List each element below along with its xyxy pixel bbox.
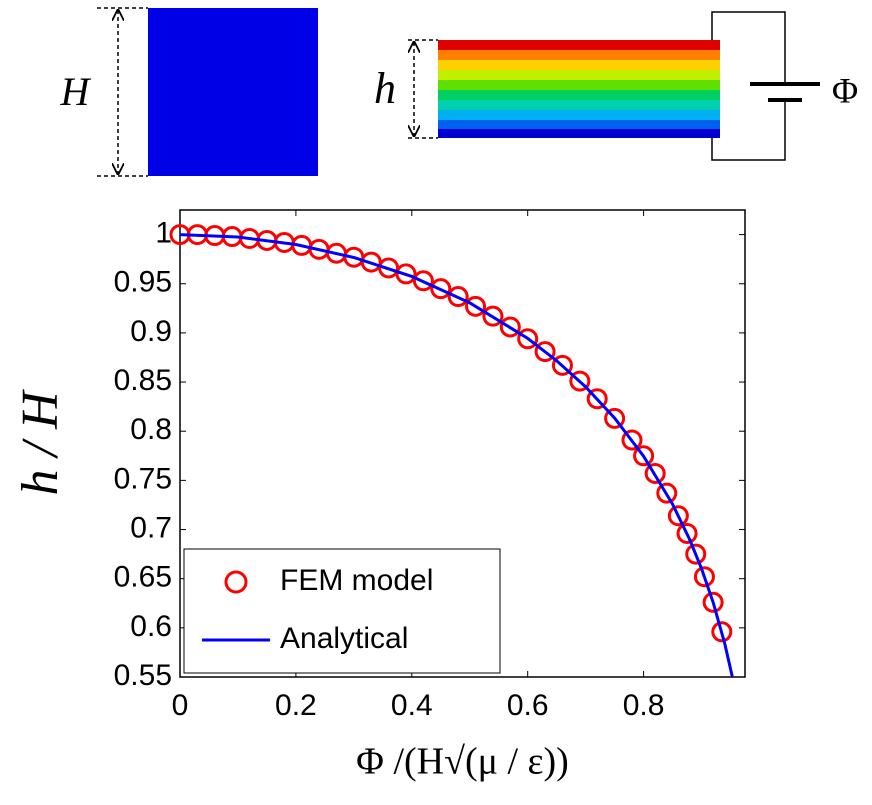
data-line [179,233,734,677]
data-point [702,591,724,613]
data-point [586,388,608,410]
wire [711,100,786,161]
data-point [604,407,626,429]
legend-label: Analytical [280,622,408,655]
voltage-label: Φ [832,70,858,110]
x-axis-label: Φ /(H√(μ / ε)) [356,741,569,783]
undeformed-schematic: H [60,7,318,177]
undeformed-block [148,8,318,176]
chart: 0 0.2 0.4 0.6 0.8 0.55 0.6 0.65 0.7 0.75 0.8 0.85 0.… [12,209,746,783]
data-point [395,263,417,285]
data-point [711,621,733,643]
field-band [438,70,720,80]
data-point [644,462,666,484]
deformed-schematic: h Φ [374,11,858,161]
x-tick-label: 0.2 [275,689,317,722]
field-band [438,100,720,110]
x-tick-label: 0.6 [507,689,549,722]
field-band [438,40,720,50]
data-point [482,305,504,327]
data-point [667,505,689,527]
data-point [499,316,521,338]
data-point [465,295,487,317]
y-tick-label: 0.9 [130,315,172,348]
field-band [438,129,720,138]
y-tick-label: 0.55 [114,659,172,692]
x-tick-label: 0.4 [391,689,433,722]
field-band [438,80,720,90]
field-band [438,60,720,70]
legend-box [183,548,501,674]
data-point [517,328,539,350]
y-tick-label: 1 [155,217,172,250]
y-tick-label: 0.65 [114,561,172,594]
height-label: h [374,64,396,113]
height-label: H [60,69,92,114]
y-tick-label: 0.6 [130,610,172,643]
y-axis-label: h / H [12,389,69,495]
field-band [438,110,720,120]
data-point [551,354,573,376]
field-band [438,50,720,60]
y-tick-label: 0.7 [130,511,172,544]
y-tick-label: 0.85 [114,364,172,397]
data-point [656,482,678,504]
field-band [438,120,720,129]
field-band [438,90,720,100]
data-point [447,286,469,308]
y-tick-label: 0.75 [114,462,172,495]
legend-marker [224,570,248,594]
data-point [633,445,655,467]
x-tick-label: 0.8 [623,689,665,722]
x-tick-label: 0 [172,689,189,722]
y-tick-label: 0.95 [114,266,172,299]
y-tick-label: 0.8 [130,413,172,446]
data-point [693,566,715,588]
data-point [534,341,556,363]
data-point [430,278,452,300]
data-point [685,543,707,565]
data-point [676,522,698,544]
wire [711,11,786,84]
data-point [621,429,643,451]
data-point [569,370,591,392]
data-point [412,270,434,292]
legend-label: FEM model [280,564,433,597]
